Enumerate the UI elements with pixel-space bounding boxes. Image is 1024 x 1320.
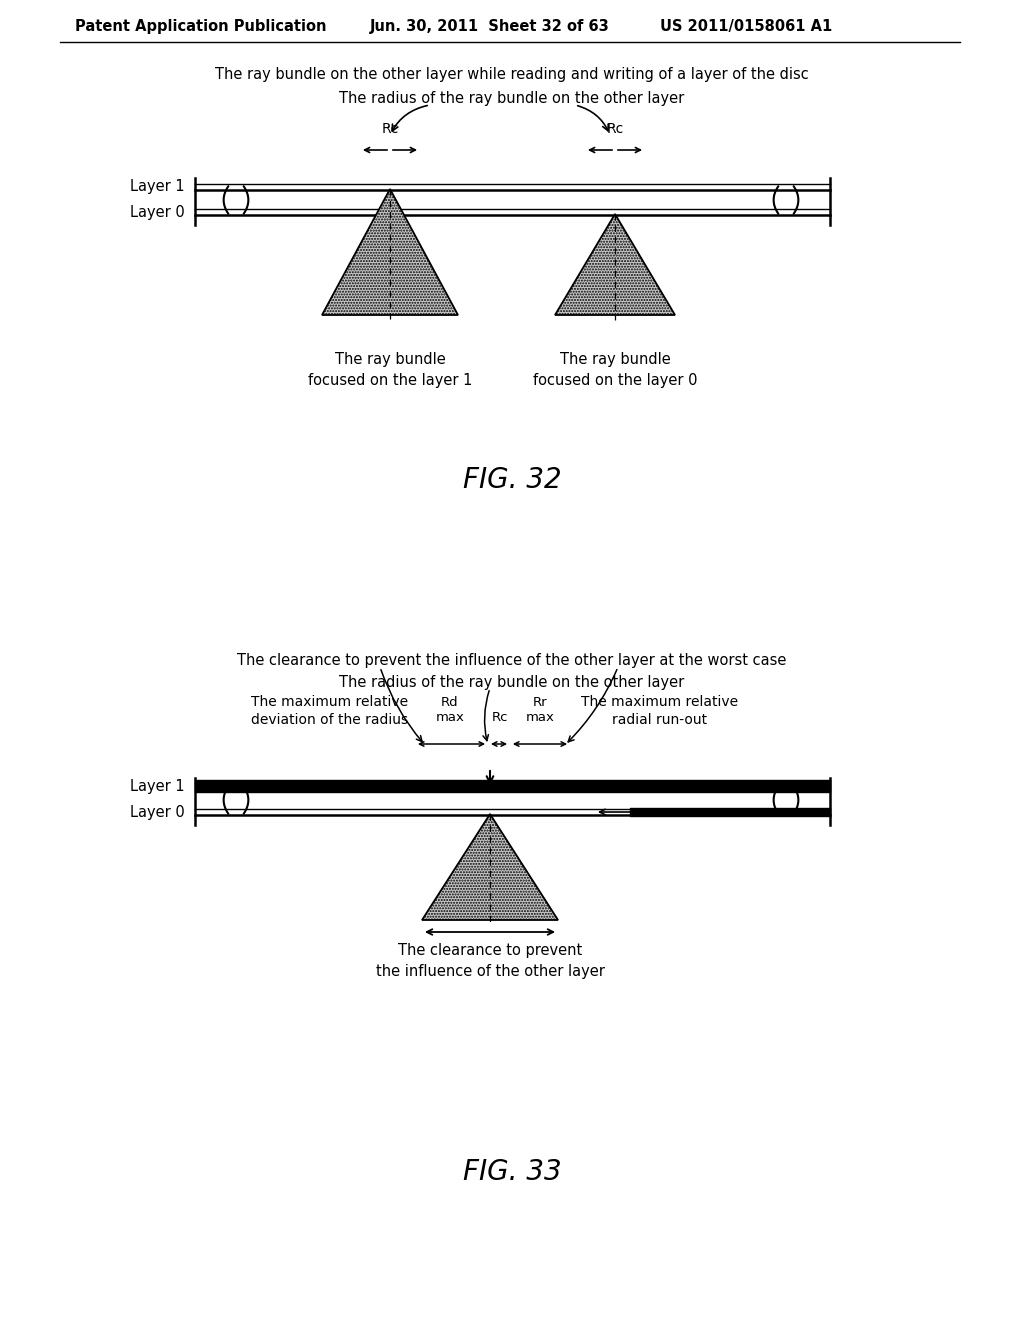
- Text: Rc: Rc: [606, 121, 624, 136]
- Text: Patent Application Publication: Patent Application Publication: [75, 20, 327, 34]
- Text: The clearance to prevent the influence of the other layer at the worst case: The clearance to prevent the influence o…: [238, 652, 786, 668]
- Text: FIG. 33: FIG. 33: [463, 1158, 561, 1185]
- Text: US 2011/0158061 A1: US 2011/0158061 A1: [660, 20, 833, 34]
- Polygon shape: [555, 214, 675, 315]
- Text: Layer 1: Layer 1: [130, 180, 185, 194]
- Polygon shape: [322, 189, 458, 315]
- Text: The clearance to prevent
the influence of the other layer: The clearance to prevent the influence o…: [376, 942, 604, 979]
- Text: FIG. 32: FIG. 32: [463, 466, 561, 494]
- Text: The ray bundle
focused on the layer 1: The ray bundle focused on the layer 1: [308, 352, 472, 388]
- Text: The maximum relative
deviation of the radius: The maximum relative deviation of the ra…: [252, 696, 409, 727]
- Text: The ray bundle on the other layer while reading and writing of a layer of the di: The ray bundle on the other layer while …: [215, 67, 809, 82]
- Text: Rc: Rc: [381, 121, 398, 136]
- Text: Jun. 30, 2011  Sheet 32 of 63: Jun. 30, 2011 Sheet 32 of 63: [370, 20, 609, 34]
- Text: The radius of the ray bundle on the other layer: The radius of the ray bundle on the othe…: [339, 675, 685, 689]
- Text: Layer 0: Layer 0: [130, 804, 185, 820]
- Text: Rd
max: Rd max: [435, 696, 465, 723]
- Text: The ray bundle
focused on the layer 0: The ray bundle focused on the layer 0: [532, 352, 697, 388]
- Polygon shape: [422, 814, 558, 920]
- Text: The radius of the ray bundle on the other layer: The radius of the ray bundle on the othe…: [339, 91, 685, 106]
- Text: The maximum relative
radial run-out: The maximum relative radial run-out: [582, 696, 738, 727]
- Text: Rr
max: Rr max: [525, 696, 554, 723]
- Text: Rc: Rc: [492, 711, 508, 723]
- Text: Layer 1: Layer 1: [130, 780, 185, 795]
- Text: Layer 0: Layer 0: [130, 205, 185, 219]
